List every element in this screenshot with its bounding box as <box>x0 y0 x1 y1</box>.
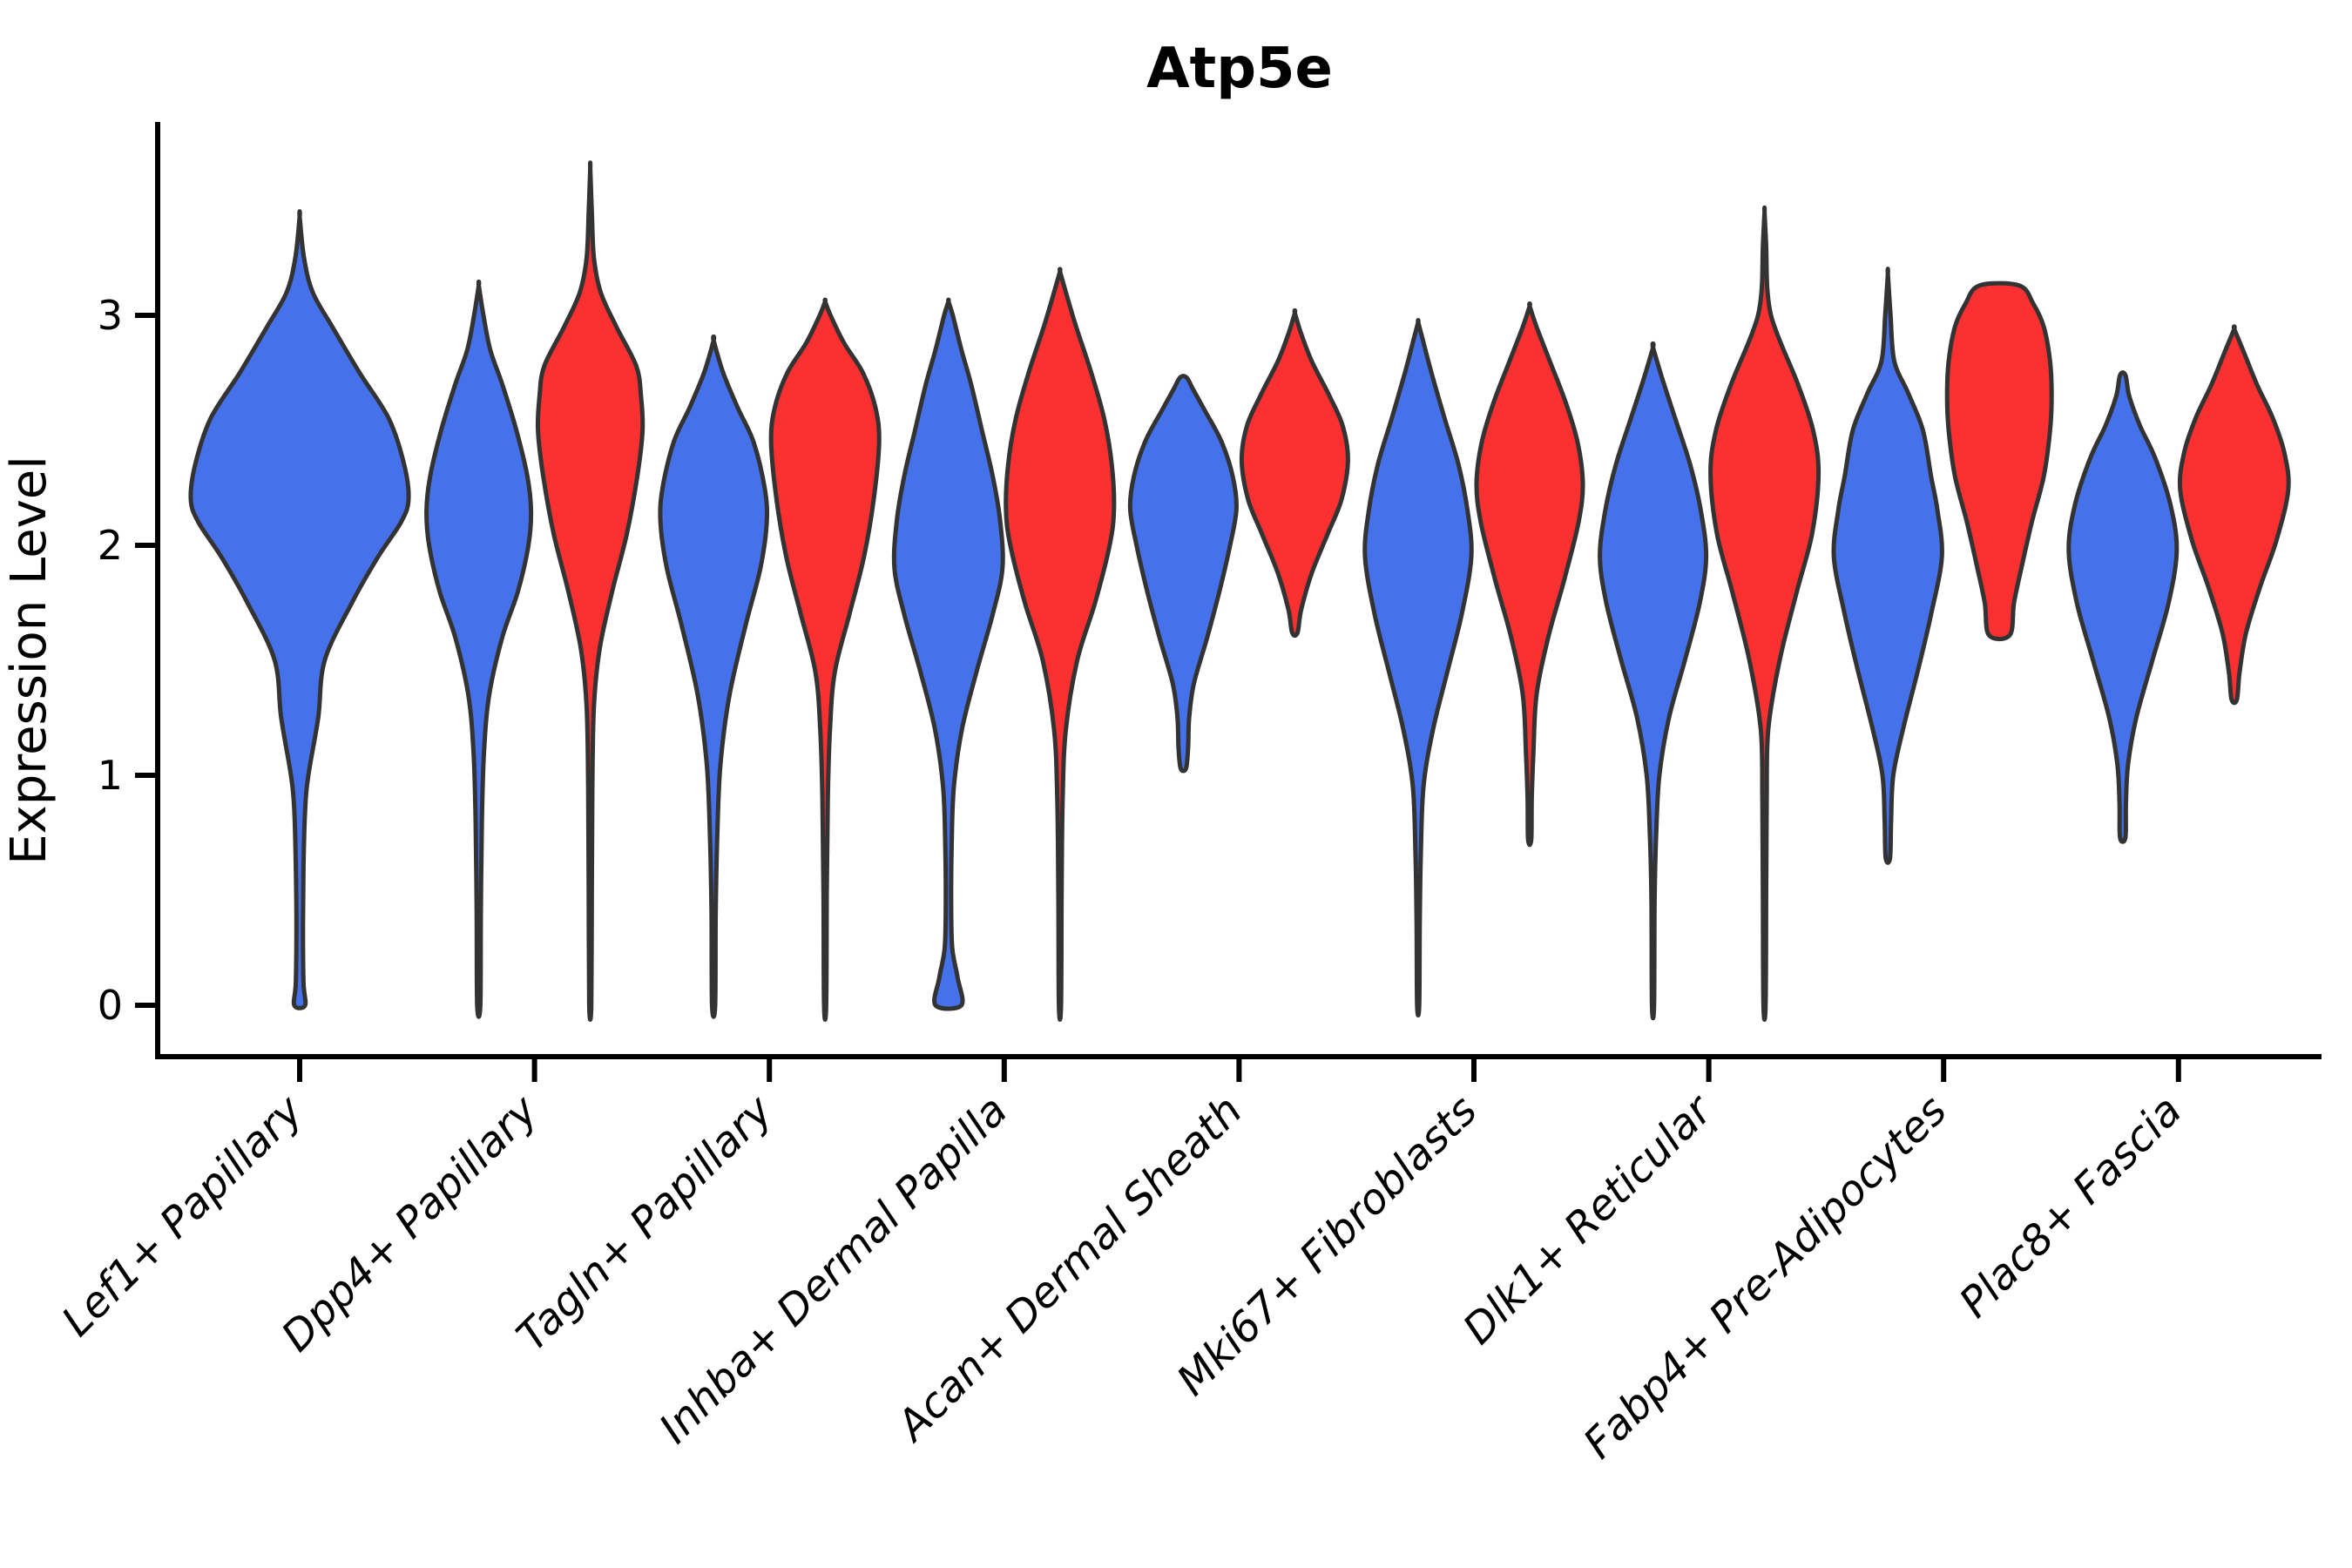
violin-8-blue <box>2066 370 2180 844</box>
violin-0-blue <box>188 209 411 1010</box>
violin-6-red <box>1708 205 1821 1022</box>
violin-2-blue <box>658 334 770 1019</box>
violin-5-blue <box>1362 318 1474 1018</box>
x-tick-label: Dlk1+ Reticular <box>1454 1085 1724 1355</box>
violin-4-blue <box>1127 374 1239 774</box>
x-tick-label: Lef1+ Papillary <box>52 1085 313 1346</box>
x-tick-label: Dpp4+ Papillary <box>272 1085 547 1361</box>
violin-2-red <box>768 297 882 1022</box>
y-tick-label: 2 <box>98 522 123 569</box>
violin-3-red <box>1004 267 1117 1022</box>
y-tick-label: 1 <box>98 752 123 799</box>
violin-3-blue <box>891 297 1005 1011</box>
y-tick-label: 0 <box>98 982 123 1029</box>
violin-5-red <box>1474 301 1585 848</box>
violin-7-blue <box>1831 267 1944 865</box>
y-tick-label: 3 <box>98 292 123 339</box>
x-tick-label: Plac8+ Fascia <box>1950 1086 2192 1328</box>
violin-1-red <box>535 160 645 1022</box>
violin-1-blue <box>424 279 534 1019</box>
violin-7-red <box>1944 280 2054 642</box>
chart-title: Atp5e <box>1146 37 1333 101</box>
y-axis-label: Expression Level <box>1 456 57 865</box>
violins-group <box>188 160 2291 1022</box>
violin-4-red <box>1239 308 1350 639</box>
violin-8-red <box>2177 324 2291 706</box>
x-tick-label: Tagln+ Papillary <box>507 1085 782 1361</box>
axes-group <box>155 122 2322 1059</box>
violin-6-blue <box>1598 341 1709 1021</box>
